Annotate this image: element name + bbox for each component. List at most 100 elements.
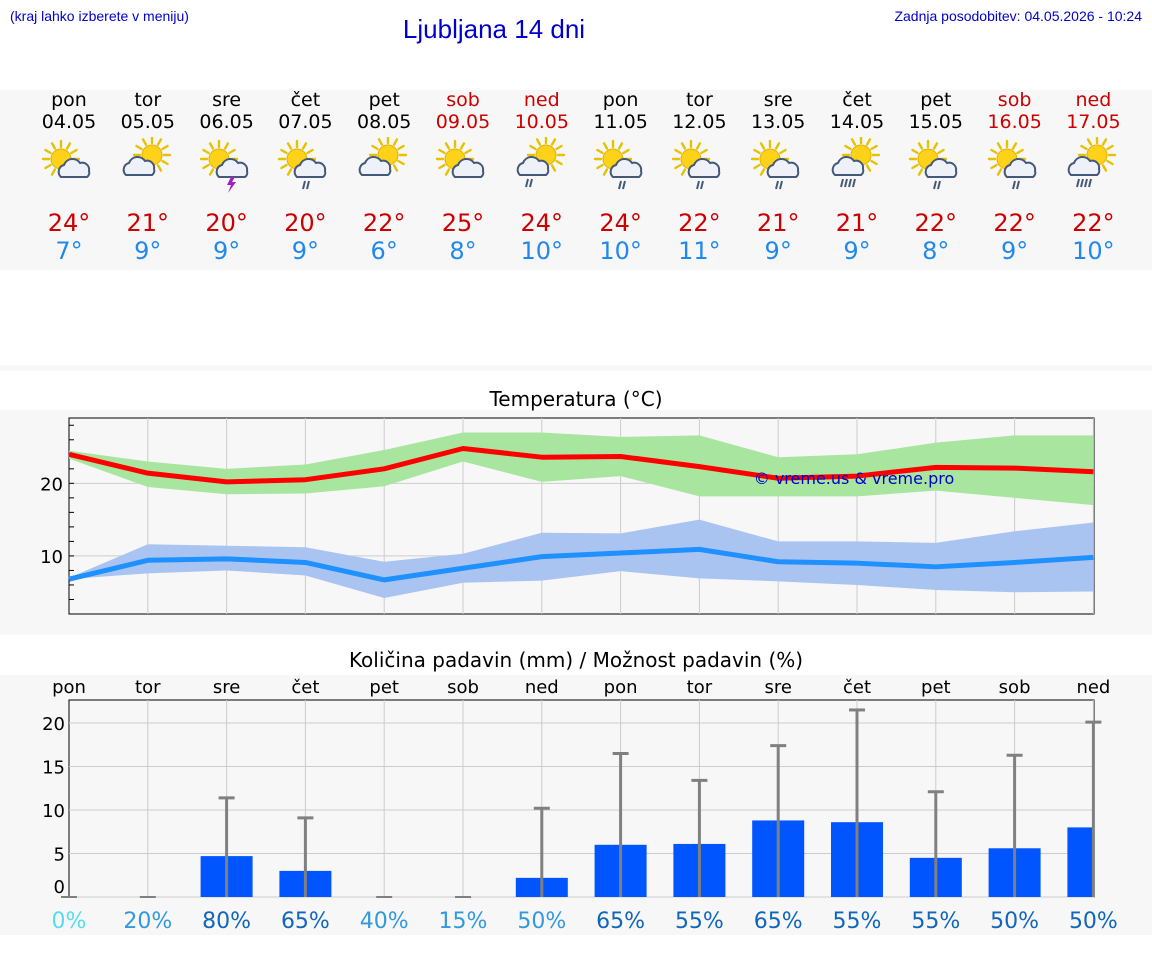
min-temp: 9° xyxy=(212,237,241,265)
last-updated: Zadnja posodobitev: 04.05.2026 - 10:24 xyxy=(894,8,1142,24)
x-tick-label: pet xyxy=(921,677,951,698)
min-temp: 9° xyxy=(843,237,871,265)
day-column: pon 04.05 24° 7° xyxy=(29,89,109,265)
day-name: sre xyxy=(763,89,793,111)
precip-chart: pon tor sre čet pet sob ned pon tor sre čet pet sob n… xyxy=(42,677,1118,934)
day-date: 10.05 xyxy=(514,111,569,133)
day-column: pet 08.05 22° 6° xyxy=(344,89,424,265)
day-column: čet 14.05 21° 9° xyxy=(817,89,897,265)
max-temp: 21° xyxy=(756,209,800,237)
cloud-shape xyxy=(516,156,550,176)
day-column: sre 06.05 20° 9° xyxy=(187,89,267,265)
sun-thunder-icon xyxy=(187,133,267,209)
x-tick-label: sre xyxy=(213,677,240,698)
day-name: ned xyxy=(523,89,560,111)
max-temp: 21° xyxy=(126,209,170,237)
day-column: pet 15.05 22° 8° xyxy=(896,89,976,265)
max-temp: 24° xyxy=(47,209,91,237)
precip-chance-label: 80% xyxy=(202,909,251,934)
min-temp: 10° xyxy=(599,237,642,265)
max-temp: 22° xyxy=(1072,209,1115,237)
cloud-sun-icon xyxy=(108,133,188,209)
precip-chance-label: 50% xyxy=(517,909,566,934)
day-column: pon 11.05 24° 10° xyxy=(581,89,661,265)
day-date: 04.05 xyxy=(41,111,97,133)
min-temp: 8° xyxy=(922,237,950,265)
page-title: Ljubljana 14 dni xyxy=(402,14,586,44)
day-column: sre 13.05 21° 9° xyxy=(738,89,818,265)
precip-chance-label: 20% xyxy=(123,909,172,934)
max-temp: 22° xyxy=(362,209,406,237)
y-tick-label: 20 xyxy=(40,474,63,495)
day-date: 06.05 xyxy=(199,111,254,133)
sun-cloud-icon xyxy=(29,133,109,209)
cloud-shape xyxy=(451,158,485,178)
precip-chance-label: 50% xyxy=(1069,909,1118,934)
day-name: tor xyxy=(685,89,713,111)
day-name: tor xyxy=(134,89,162,111)
max-temp: 24° xyxy=(520,209,564,237)
max-temp: 22° xyxy=(678,209,721,237)
day-name: pet xyxy=(368,89,400,111)
min-temp: 9° xyxy=(291,237,320,265)
day-name: sob xyxy=(997,89,1032,111)
max-temp-range-band xyxy=(69,432,1094,506)
y-tick-label: 0 xyxy=(54,877,65,898)
x-tick-label: ned xyxy=(1076,677,1110,698)
max-temp: 24° xyxy=(599,209,642,237)
min-temp: 11° xyxy=(678,237,721,265)
day-column: tor 05.05 21° 9° xyxy=(108,89,188,265)
min-temp: 9° xyxy=(134,237,162,265)
precip-chance-label: 55% xyxy=(675,909,724,934)
watermark: © vreme.us & vreme.pro xyxy=(754,469,955,488)
day-column: čet 07.05 20° 9° xyxy=(265,89,345,265)
max-temp: 25° xyxy=(441,209,485,237)
temperature-chart: 10 20 © vreme.us & vreme.pro xyxy=(40,417,1095,615)
max-temp: 22° xyxy=(914,209,958,237)
min-temp: 9° xyxy=(764,237,792,265)
section-divider xyxy=(0,365,1152,371)
min-temp-range-band xyxy=(69,519,1094,599)
sun-cloud-rain-icon xyxy=(659,133,739,209)
day-column: ned 17.05 22° 10° xyxy=(1053,89,1133,265)
precip-chance-label: 40% xyxy=(360,909,409,934)
cloud-shape xyxy=(294,158,327,178)
day-name: sob xyxy=(446,89,480,111)
min-temp: 8° xyxy=(449,237,477,265)
day-name: čet xyxy=(290,89,321,111)
max-temp: 21° xyxy=(835,209,879,237)
x-tick-label: pon xyxy=(604,677,638,698)
day-date: 11.05 xyxy=(593,111,648,133)
precip-chance-label: 65% xyxy=(596,909,645,934)
day-column: sob 16.05 22° 9° xyxy=(975,89,1055,265)
precip-chart-title: Količina padavin (mm) / Možnost padavin … xyxy=(348,648,804,672)
day-date: 09.05 xyxy=(435,111,491,133)
x-tick-label: sob xyxy=(447,677,479,698)
day-name: pon xyxy=(51,89,87,111)
cloud-sun-rain-icon xyxy=(502,133,582,209)
y-tick-label: 20 xyxy=(42,714,65,735)
min-temp: 9° xyxy=(1000,237,1029,265)
cloud-shape xyxy=(57,158,91,178)
y-tick-label: 5 xyxy=(54,845,65,866)
sun-shape xyxy=(593,139,632,179)
x-tick-label: ned xyxy=(525,677,559,698)
x-tick-label: čet xyxy=(843,677,871,698)
day-date: 15.05 xyxy=(908,111,963,133)
precip-chance-label: 65% xyxy=(281,909,330,934)
sun-cloud-rain-icon xyxy=(975,133,1055,209)
precip-chance-label: 50% xyxy=(990,909,1039,934)
x-tick-label: pon xyxy=(52,677,86,698)
sun-cloud-rain-icon xyxy=(738,133,818,209)
precip-chance-label: 55% xyxy=(911,909,960,934)
y-tick-label: 10 xyxy=(40,547,63,568)
temperature-chart-title: Temperatura (°C) xyxy=(489,387,663,411)
day-column: ned 10.05 24° 10° xyxy=(502,89,582,265)
x-tick-label: tor xyxy=(135,677,161,698)
cloud-shape xyxy=(1068,156,1101,176)
cloud-sun-heavy-rain-icon xyxy=(1053,133,1133,209)
sun-cloud-rain-icon xyxy=(265,133,345,209)
day-column: sob 09.05 25° 8° xyxy=(423,89,503,265)
cloud-shape xyxy=(688,158,721,178)
precip-chance-label: 65% xyxy=(754,909,803,934)
